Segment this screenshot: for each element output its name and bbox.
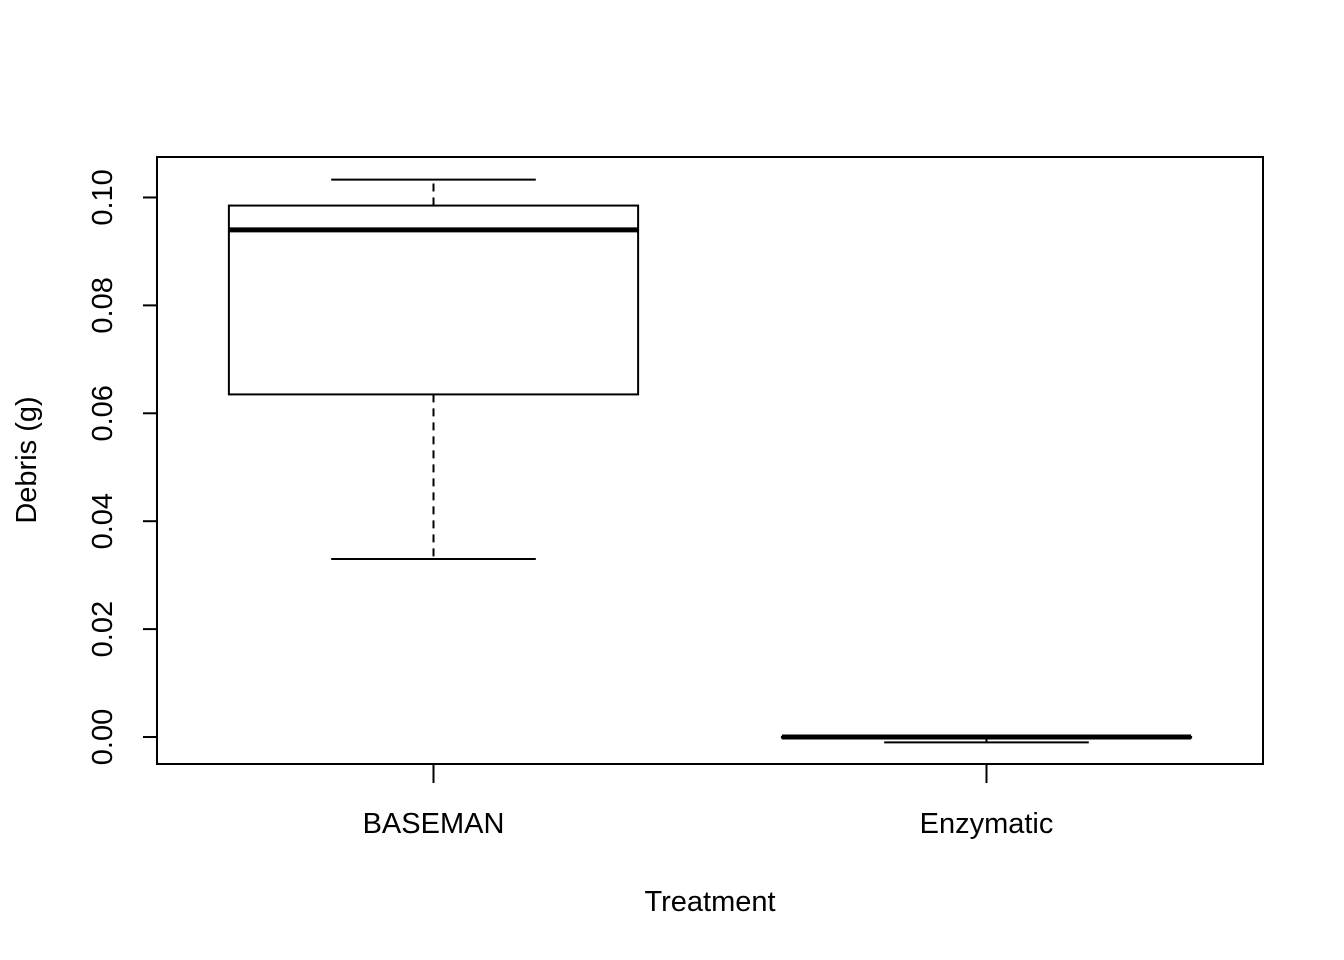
y-tick-label: 0.00	[87, 709, 119, 765]
plot-frame	[156, 156, 1264, 765]
x-axis-label: Treatment	[644, 886, 775, 918]
box-enzymatic	[780, 734, 1193, 744]
y-axis-label: Debris (g)	[11, 396, 43, 523]
y-axis: 0.00 0.02 0.04 0.06 0.08 0.10	[87, 169, 157, 765]
y-tick-label: 0.04	[87, 493, 119, 549]
x-axis: BASEMAN Enzymatic	[363, 764, 1054, 840]
y-tick-label: 0.02	[87, 601, 119, 657]
box-baseman	[227, 178, 640, 560]
y-tick-label: 0.06	[87, 385, 119, 441]
y-tick-label: 0.10	[87, 169, 119, 225]
x-tick-label: BASEMAN	[363, 808, 505, 840]
boxes	[227, 178, 1193, 744]
x-tick-label: Enzymatic	[920, 808, 1054, 840]
y-tick-label: 0.08	[87, 277, 119, 333]
iqr-box	[227, 204, 640, 396]
